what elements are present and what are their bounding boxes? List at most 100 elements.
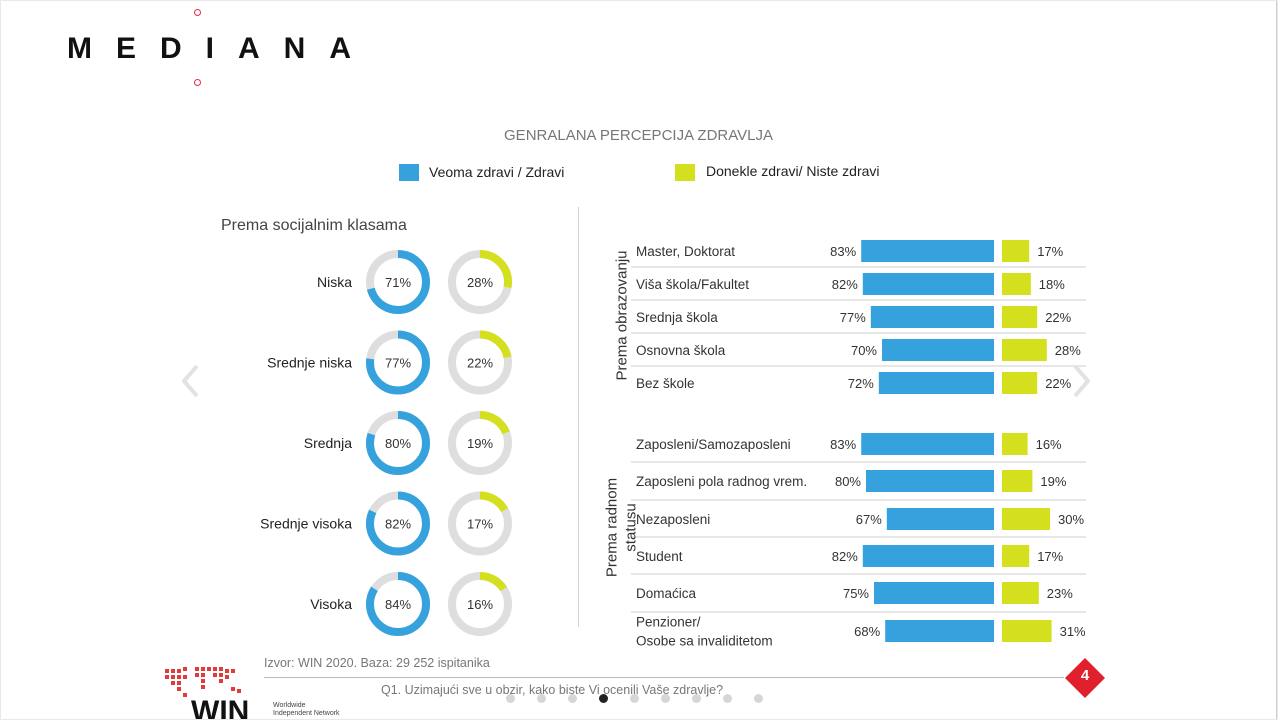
carousel-dot-9[interactable]	[754, 694, 763, 703]
donut-value-not-healthy-srednje-visoka: 17%	[467, 517, 493, 532]
bar-not-healthy-student	[1002, 545, 1030, 567]
legend-label-blue: Veoma zdravi / Zdravi	[429, 164, 565, 180]
social-class-label-srednje-niska: Srednje niska	[267, 355, 352, 371]
work-status-group-label-line1: Prema radnom	[603, 477, 621, 578]
mediana-logo: MEDIANA	[67, 32, 375, 65]
bar-healthy-zaposleni-samozaposleni	[861, 433, 994, 455]
donut-value-not-healthy-srednja: 19%	[467, 436, 493, 451]
social-class-label-visoka: Visoka	[310, 596, 352, 612]
bar-healthy-master-doktorat	[861, 240, 994, 262]
bar-value-healthy-doma-ica: 75%	[843, 586, 869, 601]
education-group-label: Prema obrazovanju	[613, 250, 631, 381]
bar-value-healthy-vi-a-kola-fakultet: 82%	[832, 277, 858, 292]
donut-value-healthy-visoka: 84%	[385, 597, 411, 612]
social-class-title: Prema socijalnim klasama	[221, 217, 407, 234]
bar-category-label-student: Student	[636, 549, 683, 564]
bar-category-label-master-doktorat: Master, Doktorat	[636, 244, 735, 259]
bar-not-healthy-srednja-kola	[1002, 306, 1038, 328]
donut-arc-healthy-visoka	[366, 572, 430, 636]
bar-category-label-penzioner: Penzioner/	[636, 615, 701, 630]
bar-healthy-bez-kole	[878, 372, 994, 394]
bar-value-healthy-srednja-kola: 77%	[840, 310, 866, 325]
legend-label-yellow: Donekle zdravi/ Niste zdravi	[706, 163, 880, 179]
bar-not-healthy-bez-kole	[1002, 372, 1038, 394]
bar-value-not-healthy-vi-a-kola-fakultet: 18%	[1039, 277, 1065, 292]
bar-category-label-doma-ica: Domaćica	[636, 586, 697, 601]
bar-value-not-healthy-srednja-kola: 22%	[1045, 310, 1071, 325]
bar-category-label-srednja-kola: Srednja škola	[636, 310, 718, 325]
bar-category-label-osnovna-kola: Osnovna škola	[636, 343, 726, 358]
bar-value-not-healthy-student: 17%	[1037, 549, 1063, 564]
prev-slide-button[interactable]	[179, 363, 201, 404]
carousel-dot-5[interactable]	[630, 694, 639, 703]
bar-category-label-bez-kole: Bez škole	[636, 376, 695, 391]
bar-healthy-penzioner-osobe-sa-invaliditetom	[885, 620, 994, 642]
donut-value-not-healthy-visoka: 16%	[467, 597, 493, 612]
donut-arc-healthy-niska	[366, 250, 430, 314]
bar-category-label-zaposleni-pola-radnog-vrem: Zaposleni pola radnog vrem.	[636, 474, 807, 489]
bar-category-label-zaposleni-samozaposleni: Zaposleni/Samozaposleni	[636, 437, 791, 452]
donut-arc-not-healthy-srednje-visoka	[448, 491, 512, 556]
bar-value-not-healthy-osnovna-kola: 28%	[1055, 343, 1081, 358]
bar-value-healthy-master-doktorat: 83%	[830, 244, 856, 259]
bar-not-healthy-zaposleni-pola-radnog-vrem	[1002, 470, 1033, 492]
carousel-dot-1[interactable]	[506, 694, 515, 703]
donut-value-not-healthy-srednje-niska: 22%	[467, 356, 493, 371]
footer-rule	[264, 677, 1064, 678]
bar-healthy-doma-ica	[874, 582, 994, 604]
panel-divider	[578, 207, 579, 627]
bar-not-healthy-osnovna-kola	[1002, 339, 1047, 361]
carousel-dot-2[interactable]	[537, 694, 546, 703]
work-status-group-label-line2: statusu	[622, 503, 640, 552]
donut-arc-not-healthy-srednja	[448, 411, 512, 475]
logo-dot-top	[194, 9, 201, 16]
chevron-right-icon	[1073, 364, 1091, 398]
donut-value-healthy-srednje-niska: 77%	[385, 356, 411, 371]
bar-not-healthy-doma-ica	[1002, 582, 1039, 604]
donut-arc-healthy-srednja	[366, 411, 430, 475]
donut-value-healthy-niska: 71%	[385, 275, 411, 290]
donut-arc-healthy-srednje-niska	[366, 330, 430, 395]
bar-value-healthy-zaposleni-pola-radnog-vrem: 80%	[835, 474, 861, 489]
donut-value-healthy-srednje-visoka: 82%	[385, 517, 411, 532]
bar-category-label-nezaposleni: Nezaposleni	[636, 512, 710, 527]
bar-not-healthy-nezaposleni	[1002, 508, 1050, 530]
bar-value-healthy-zaposleni-samozaposleni: 83%	[830, 437, 856, 452]
carousel-dot-6[interactable]	[661, 694, 670, 703]
win-caption-line2: Independent Network	[273, 710, 340, 717]
chart-title: GENRALANA PERCEPCIJA ZDRAVLJA	[504, 127, 773, 144]
logo-dot-bottom	[194, 79, 201, 86]
bar-value-healthy-bez-kole: 72%	[848, 376, 874, 391]
bar-healthy-srednja-kola	[870, 306, 994, 328]
bar-value-healthy-student: 82%	[832, 549, 858, 564]
bar-value-not-healthy-zaposleni-pola-radnog-vrem: 19%	[1040, 474, 1066, 489]
social-class-label-niska: Niska	[317, 274, 352, 290]
source-note: Izvor: WIN 2020. Baza: 29 252 ispitanika	[264, 656, 490, 670]
carousel-dot-3[interactable]	[568, 694, 577, 703]
carousel-dot-7[interactable]	[692, 694, 701, 703]
donut-value-not-healthy-niska: 28%	[467, 275, 493, 290]
legend-swatch-blue	[399, 164, 419, 181]
world-map-icon	[165, 667, 241, 697]
bar-value-not-healthy-penzioner-osobe-sa-invaliditetom: 31%	[1060, 624, 1086, 639]
bar-value-not-healthy-zaposleni-samozaposleni: 16%	[1036, 437, 1062, 452]
bar-not-healthy-penzioner-osobe-sa-invaliditetom	[1002, 620, 1052, 642]
win-logo-text: WIN	[191, 695, 250, 720]
bar-value-not-healthy-doma-ica: 23%	[1047, 586, 1073, 601]
carousel-dot-8[interactable]	[723, 694, 732, 703]
bar-value-healthy-osnovna-kola: 70%	[851, 343, 877, 358]
question-text: Q1. Uzimajući sve u obzir, kako biste Vi…	[381, 683, 724, 697]
legend-swatch-yellow	[675, 164, 695, 181]
bar-value-not-healthy-bez-kole: 22%	[1045, 376, 1071, 391]
bar-not-healthy-master-doktorat	[1002, 240, 1030, 262]
donut-value-healthy-srednja: 80%	[385, 436, 411, 451]
carousel-dot-4[interactable]	[599, 694, 608, 703]
donut-arc-not-healthy-visoka	[448, 572, 512, 636]
bar-healthy-vi-a-kola-fakultet	[862, 273, 994, 295]
bar-value-not-healthy-master-doktorat: 17%	[1037, 244, 1063, 259]
bar-healthy-osnovna-kola	[882, 339, 994, 361]
next-slide-button[interactable]	[1071, 363, 1093, 404]
